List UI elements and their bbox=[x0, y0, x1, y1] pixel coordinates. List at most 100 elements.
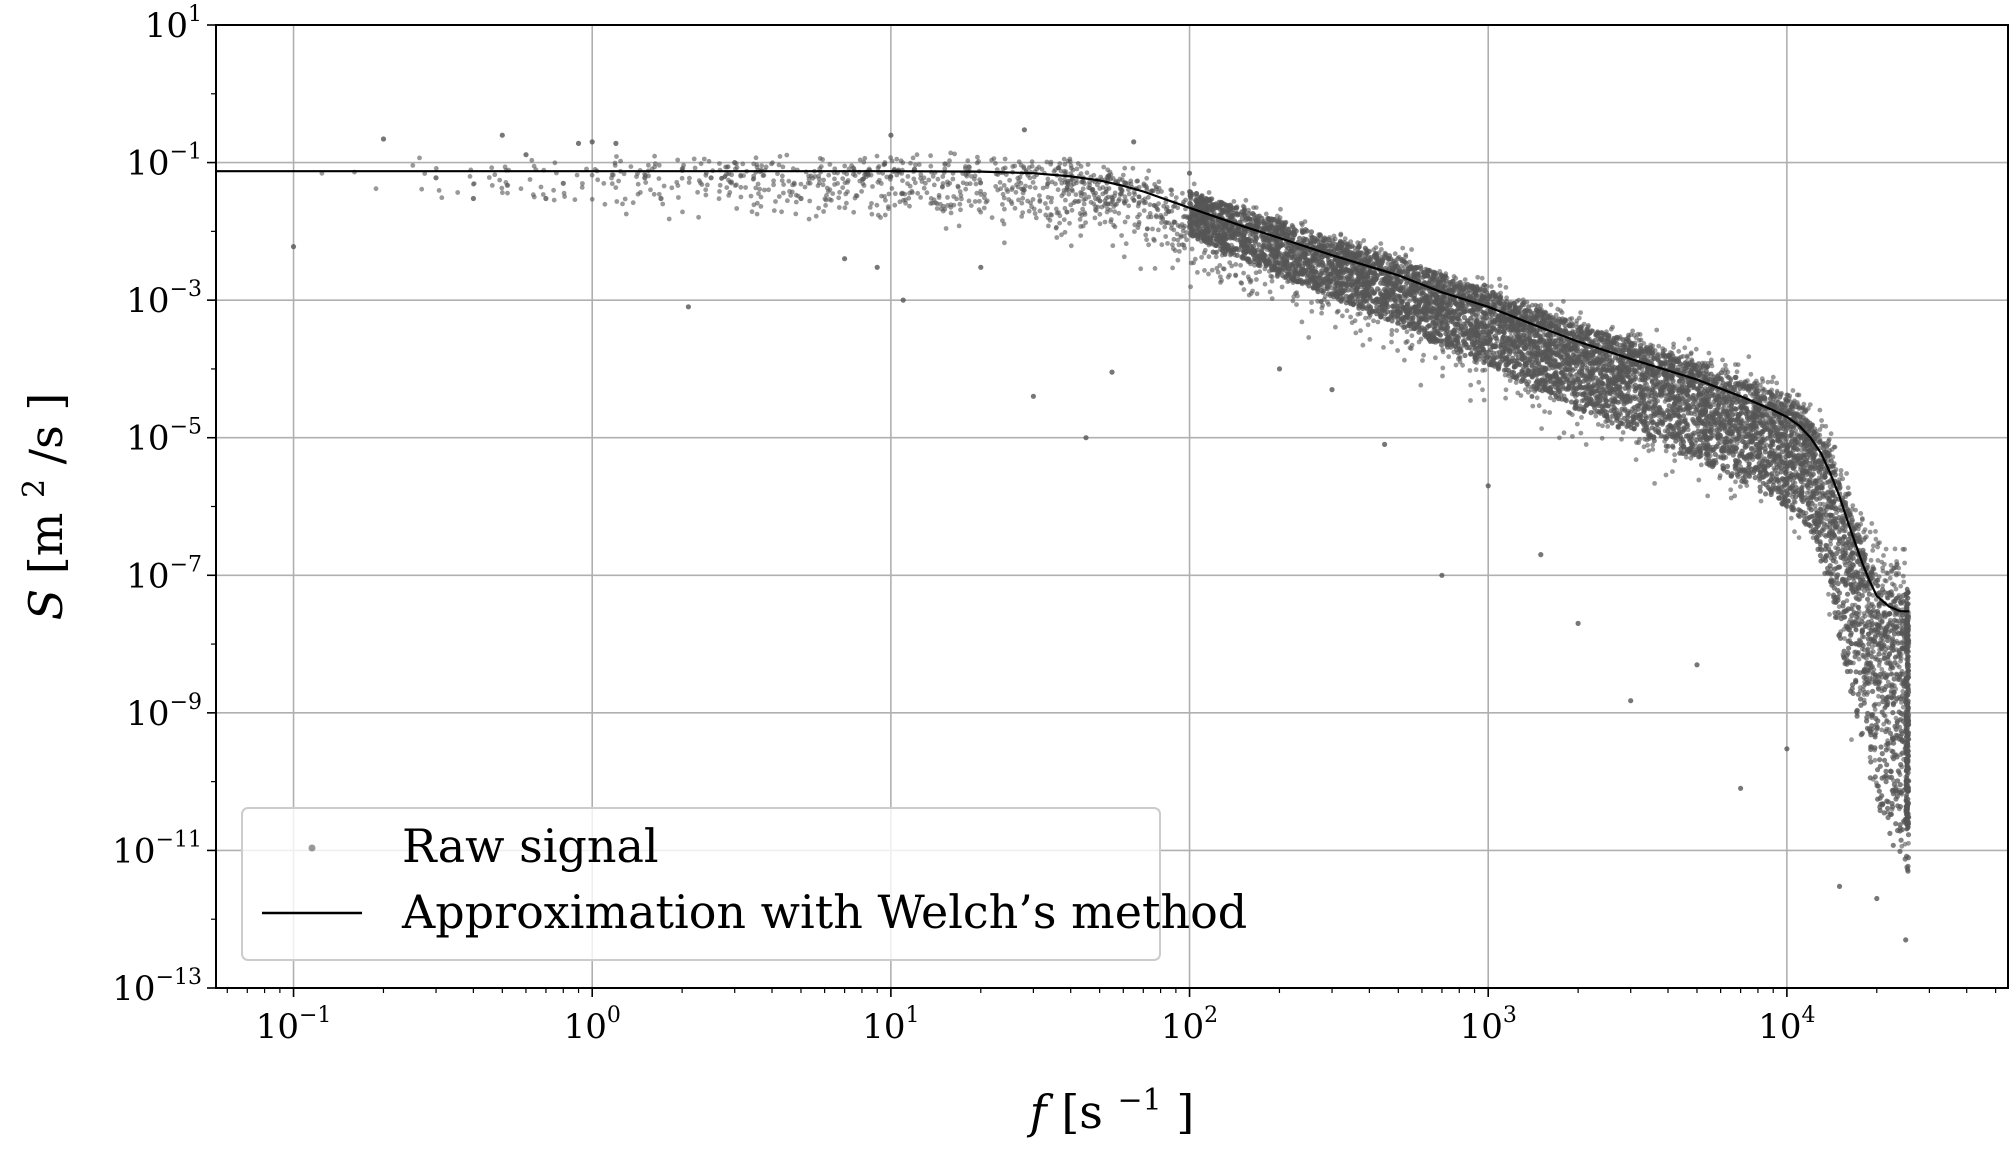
raw-signal-point bbox=[1864, 656, 1869, 661]
raw-signal-point bbox=[1480, 387, 1485, 393]
raw-signal-point bbox=[1650, 442, 1655, 448]
raw-signal-point bbox=[1028, 200, 1033, 206]
raw-signal-point bbox=[1104, 209, 1110, 215]
raw-signal-point bbox=[1503, 395, 1508, 401]
raw-signal-point bbox=[1902, 546, 1907, 552]
raw-signal-point bbox=[455, 190, 461, 195]
raw-signal-point bbox=[784, 152, 790, 158]
raw-signal-point bbox=[959, 196, 964, 202]
raw-signal-point bbox=[1889, 569, 1895, 574]
raw-signal-point bbox=[1172, 203, 1178, 209]
raw-signal-point bbox=[373, 186, 379, 192]
raw-signal-point bbox=[822, 196, 828, 202]
raw-signal-point bbox=[1480, 368, 1485, 373]
raw-signal-point bbox=[1898, 658, 1903, 664]
raw-signal-point bbox=[1159, 242, 1165, 248]
raw-signal-point bbox=[1885, 595, 1891, 601]
raw-signal-point bbox=[1578, 310, 1583, 315]
raw-signal-point bbox=[1593, 413, 1599, 419]
raw-signal-point bbox=[1497, 276, 1502, 282]
raw-signal-point bbox=[1769, 379, 1775, 385]
raw-signal-point bbox=[1241, 287, 1247, 292]
raw-signal-point bbox=[1020, 210, 1026, 216]
raw-signal-point bbox=[1758, 498, 1764, 504]
raw-signal-point bbox=[1899, 843, 1905, 849]
raw-signal-point bbox=[1048, 199, 1054, 205]
raw-signal-point bbox=[1709, 363, 1715, 369]
raw-signal-point bbox=[1181, 242, 1187, 248]
raw-signal-point bbox=[1409, 333, 1415, 339]
raw-signal-point bbox=[1502, 372, 1508, 378]
raw-signal-point bbox=[832, 166, 838, 172]
raw-signal-point bbox=[1888, 562, 1894, 568]
raw-signal-point bbox=[727, 179, 733, 185]
raw-signal-point bbox=[1901, 579, 1907, 585]
raw-signal-point bbox=[1484, 284, 1490, 289]
raw-signal-point bbox=[837, 189, 842, 195]
raw-signal-point bbox=[1507, 378, 1513, 383]
raw-signal-point bbox=[531, 194, 537, 200]
raw-signal-point bbox=[924, 190, 930, 196]
raw-signal-point bbox=[1110, 176, 1116, 181]
raw-signal-point bbox=[1348, 239, 1354, 245]
raw-signal-point bbox=[1849, 606, 1855, 612]
raw-signal-point bbox=[602, 201, 608, 207]
raw-signal-point bbox=[1061, 156, 1067, 162]
raw-signal-point bbox=[1853, 627, 1859, 632]
raw-signal-point bbox=[1333, 324, 1338, 330]
raw-signal-point bbox=[1169, 187, 1175, 193]
raw-signal-point bbox=[1706, 350, 1712, 356]
raw-signal-point bbox=[1881, 553, 1886, 558]
raw-signal-point bbox=[1819, 480, 1825, 486]
raw-signal-point bbox=[1012, 205, 1018, 211]
raw-signal-point bbox=[1467, 368, 1473, 373]
raw-signal-point bbox=[911, 176, 917, 182]
raw-signal-point bbox=[1738, 484, 1743, 489]
raw-signal-point bbox=[1733, 362, 1738, 367]
raw-signal-point bbox=[601, 181, 607, 186]
raw-signal-point bbox=[1897, 640, 1903, 646]
raw-signal-point bbox=[717, 189, 722, 194]
raw-signal-point bbox=[609, 181, 615, 187]
raw-signal-point bbox=[467, 174, 473, 179]
raw-signal-point bbox=[1002, 206, 1007, 212]
raw-signal-point bbox=[1062, 205, 1068, 211]
raw-signal-point bbox=[1882, 713, 1888, 719]
raw-signal-point bbox=[1685, 398, 1690, 403]
raw-signal-point bbox=[968, 203, 974, 209]
raw-signal-point bbox=[1251, 205, 1256, 211]
raw-signal-point bbox=[1243, 197, 1249, 203]
raw-signal-point bbox=[1206, 271, 1211, 277]
raw-signal-point bbox=[1006, 197, 1012, 202]
raw-signal-point bbox=[807, 180, 813, 186]
raw-signal-point bbox=[1652, 481, 1657, 486]
raw-signal-point bbox=[419, 186, 425, 192]
raw-signal-point bbox=[978, 209, 984, 215]
raw-signal-point bbox=[1867, 755, 1873, 760]
raw-signal-point bbox=[656, 191, 662, 197]
raw-signal-point bbox=[417, 155, 422, 161]
raw-signal-point bbox=[500, 190, 505, 196]
raw-signal-point bbox=[529, 157, 535, 163]
raw-signal-point bbox=[1663, 472, 1669, 478]
raw-signal-point bbox=[1728, 487, 1734, 493]
raw-signal-point bbox=[1309, 300, 1314, 305]
raw-signal-point bbox=[1897, 654, 1902, 660]
raw-signal-point bbox=[732, 183, 738, 188]
raw-signal-point bbox=[1825, 489, 1831, 495]
raw-signal-point bbox=[1111, 222, 1116, 228]
raw-signal-point bbox=[1106, 173, 1112, 179]
raw-signal-point bbox=[998, 186, 1004, 192]
raw-signal-point bbox=[1619, 436, 1624, 442]
raw-signal-point bbox=[1395, 348, 1400, 353]
raw-signal-point bbox=[1176, 242, 1182, 248]
raw-signal-point bbox=[1381, 345, 1386, 350]
raw-signal-point bbox=[1067, 220, 1072, 226]
raw-signal-point bbox=[1146, 194, 1151, 200]
raw-signal-point bbox=[861, 159, 867, 165]
raw-signal-point bbox=[1103, 190, 1108, 195]
raw-signal-point bbox=[1191, 260, 1196, 266]
raw-signal-point bbox=[1734, 441, 1740, 447]
raw-signal-point bbox=[1378, 241, 1384, 247]
raw-signal-point bbox=[766, 187, 771, 193]
